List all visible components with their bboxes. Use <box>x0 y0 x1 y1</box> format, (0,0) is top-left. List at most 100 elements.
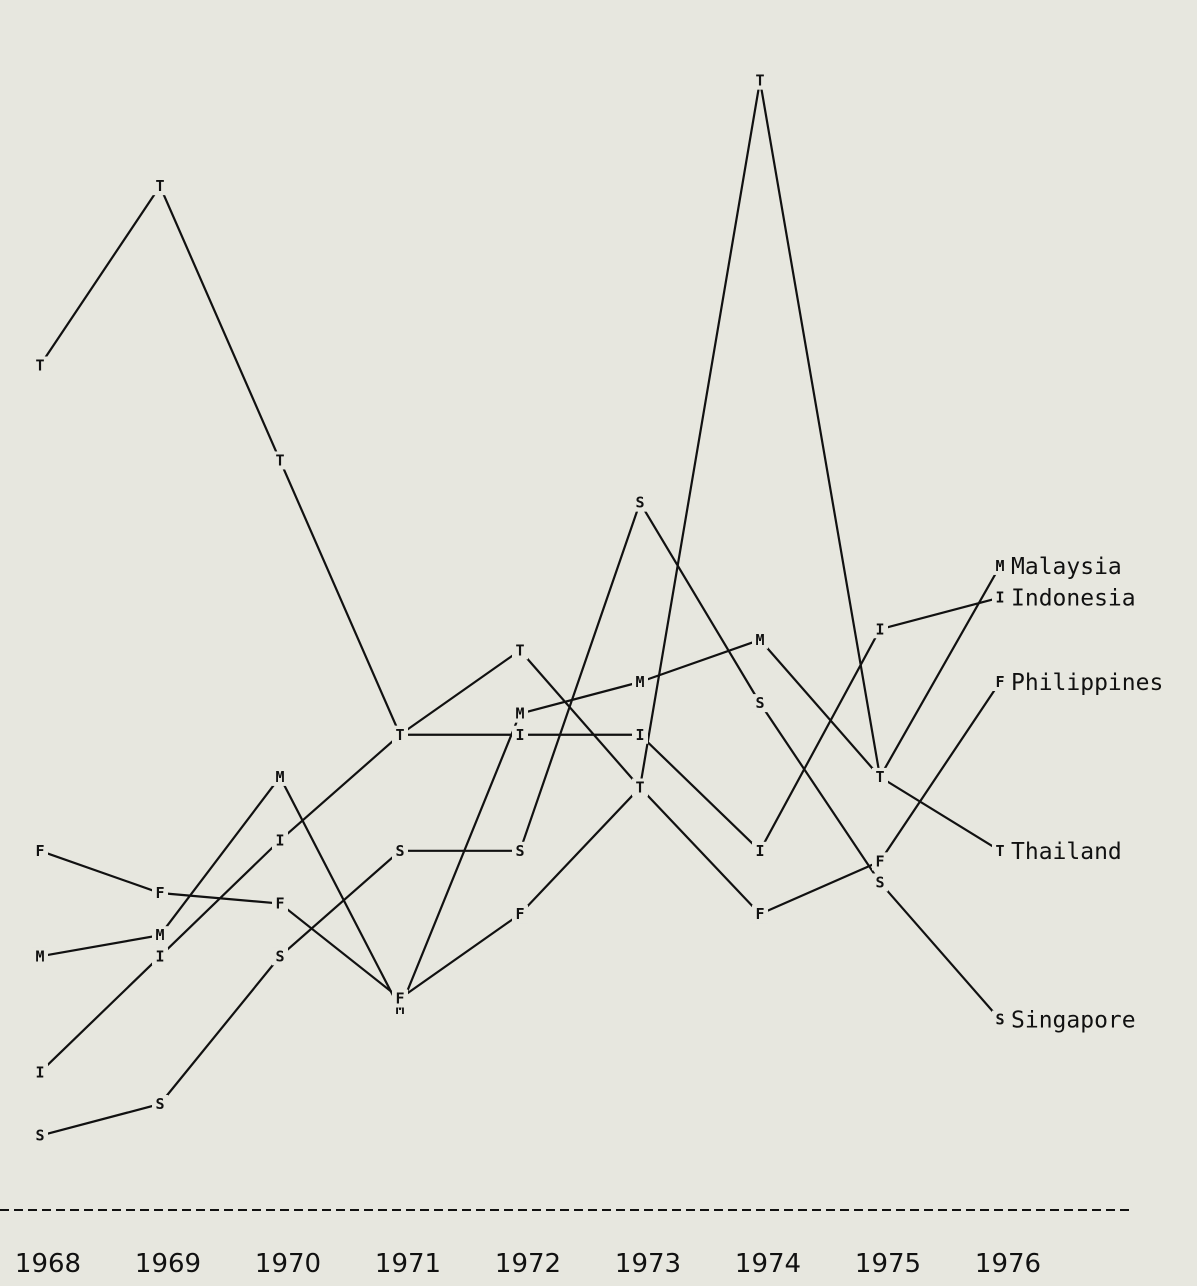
svg-text:F: F <box>515 905 524 923</box>
svg-text:I: I <box>155 947 164 965</box>
data-point-singapore-1969: S <box>152 1095 168 1113</box>
data-point-thailand-1972: T <box>512 641 528 660</box>
svg-text:M: M <box>755 631 764 649</box>
svg-text:M: M <box>515 705 524 723</box>
series-line-indonesia <box>39 596 1001 1074</box>
data-point-malaysia-1968: M <box>32 947 48 966</box>
x-tick-label-1974: 1974 <box>735 1249 801 1279</box>
svg-text:M: M <box>35 947 44 965</box>
svg-text:T: T <box>395 726 404 744</box>
data-point-indonesia-1973: I <box>632 725 648 744</box>
data-point-singapore-1976: S <box>992 1010 1008 1029</box>
svg-text:F: F <box>35 842 44 860</box>
data-point-philippines-1976: F <box>992 673 1008 691</box>
data-point-indonesia-1974: I <box>752 841 768 860</box>
svg-text:F: F <box>275 895 284 913</box>
data-point-philippines-1975: F <box>872 852 888 871</box>
svg-text:T: T <box>755 72 764 90</box>
svg-text:S: S <box>515 842 524 860</box>
legend-label-malaysia: Malaysia <box>1011 554 1122 580</box>
data-point-thailand-1971: T <box>392 725 408 744</box>
svg-text:T: T <box>635 779 644 797</box>
data-point-philippines-1972: F <box>512 905 528 924</box>
svg-text:T: T <box>155 177 164 195</box>
x-tick-label-1968: 1968 <box>15 1249 81 1279</box>
svg-text:M: M <box>395 1000 404 1018</box>
x-tick-label-1976: 1976 <box>975 1249 1041 1279</box>
svg-text:M: M <box>155 926 164 944</box>
data-point-philippines-1969: F <box>152 884 168 902</box>
svg-text:F: F <box>875 852 884 870</box>
svg-text:S: S <box>155 1095 164 1113</box>
data-point-singapore-1975: S <box>872 873 888 892</box>
data-point-singapore-1968: S <box>32 1126 48 1145</box>
svg-text:F: F <box>995 673 1004 691</box>
svg-text:T: T <box>875 768 884 786</box>
svg-text:F: F <box>155 884 164 902</box>
svg-text:F: F <box>755 905 764 923</box>
svg-text:I: I <box>755 842 764 860</box>
svg-text:S: S <box>395 842 404 860</box>
data-point-malaysia-1969: M <box>152 926 168 945</box>
data-point-philippines-1974: F <box>752 905 768 924</box>
svg-text:M: M <box>995 557 1004 575</box>
data-point-singapore-1974: S <box>752 694 768 713</box>
svg-text:T: T <box>515 641 524 659</box>
data-point-malaysia-1970: M <box>272 767 288 786</box>
legend-label-philippines: Philippines <box>1011 670 1163 696</box>
svg-text:S: S <box>275 947 284 965</box>
svg-text:S: S <box>35 1127 44 1145</box>
svg-text:I: I <box>275 831 284 849</box>
data-point-philippines-1970: F <box>272 894 288 913</box>
data-point-malaysia-1972: M <box>512 704 528 723</box>
data-point-indonesia-1968: I <box>32 1063 48 1082</box>
series-markers: MMMMMMMMMIIIIIIIIIFFFFFFFFFTTTTTTTTTSSSS… <box>32 71 1008 1145</box>
svg-text:I: I <box>875 620 884 638</box>
data-point-thailand-1973: T <box>632 778 648 797</box>
svg-text:I: I <box>995 589 1004 607</box>
svg-text:T: T <box>35 357 44 375</box>
svg-text:T: T <box>275 451 284 469</box>
data-point-indonesia-1975: I <box>872 620 888 639</box>
svg-text:M: M <box>275 768 284 786</box>
data-point-singapore-1971: S <box>392 841 408 860</box>
data-point-malaysia-1974: M <box>752 630 768 649</box>
x-tick-label-1972: 1972 <box>495 1249 561 1279</box>
data-point-thailand-1974: T <box>752 71 768 90</box>
data-point-indonesia-1972: I <box>512 725 528 744</box>
data-point-indonesia-1969: I <box>152 947 168 966</box>
svg-text:I: I <box>515 726 524 744</box>
svg-text:S: S <box>635 494 644 512</box>
data-point-thailand-1976: T <box>992 841 1008 860</box>
data-point-philippines-1968: F <box>32 841 48 860</box>
data-point-singapore-1973: S <box>632 493 648 512</box>
legend-label-thailand: Thailand <box>1011 839 1122 865</box>
legend: Malaysia Indonesia Philippines Thailand Sing… <box>1011 554 1163 1034</box>
svg-text:M: M <box>635 673 644 691</box>
x-axis-tick-labels: 1968 1969 1970 1971 1972 1973 1974 1975 1976 <box>15 1249 1041 1279</box>
data-point-singapore-1970: S <box>272 947 288 966</box>
svg-text:S: S <box>755 694 764 712</box>
x-tick-label-1969: 1969 <box>135 1249 201 1279</box>
svg-text:F: F <box>395 990 404 1008</box>
data-point-malaysia-1973: M <box>632 673 648 691</box>
svg-text:S: S <box>995 1011 1004 1029</box>
svg-text:T: T <box>995 842 1004 860</box>
legend-label-indonesia: Indonesia <box>1011 586 1136 612</box>
svg-text:S: S <box>875 873 884 891</box>
legend-label-singapore: Singapore <box>1011 1008 1136 1034</box>
series-line-singapore <box>39 500 1001 1137</box>
data-point-thailand-1975: T <box>872 767 888 786</box>
x-tick-label-1975: 1975 <box>855 1249 921 1279</box>
data-point-thailand-1970: T <box>272 451 288 470</box>
svg-text:I: I <box>635 726 644 744</box>
x-tick-label-1971: 1971 <box>375 1249 441 1279</box>
data-point-indonesia-1970: I <box>272 831 288 850</box>
data-point-indonesia-1976: I <box>992 588 1008 607</box>
data-point-philippines-1971: F <box>392 989 408 1008</box>
x-tick-label-1970: 1970 <box>255 1249 321 1279</box>
x-tick-label-1973: 1973 <box>615 1249 681 1279</box>
data-point-singapore-1972: S <box>512 841 528 860</box>
series-lines <box>39 80 1001 1137</box>
